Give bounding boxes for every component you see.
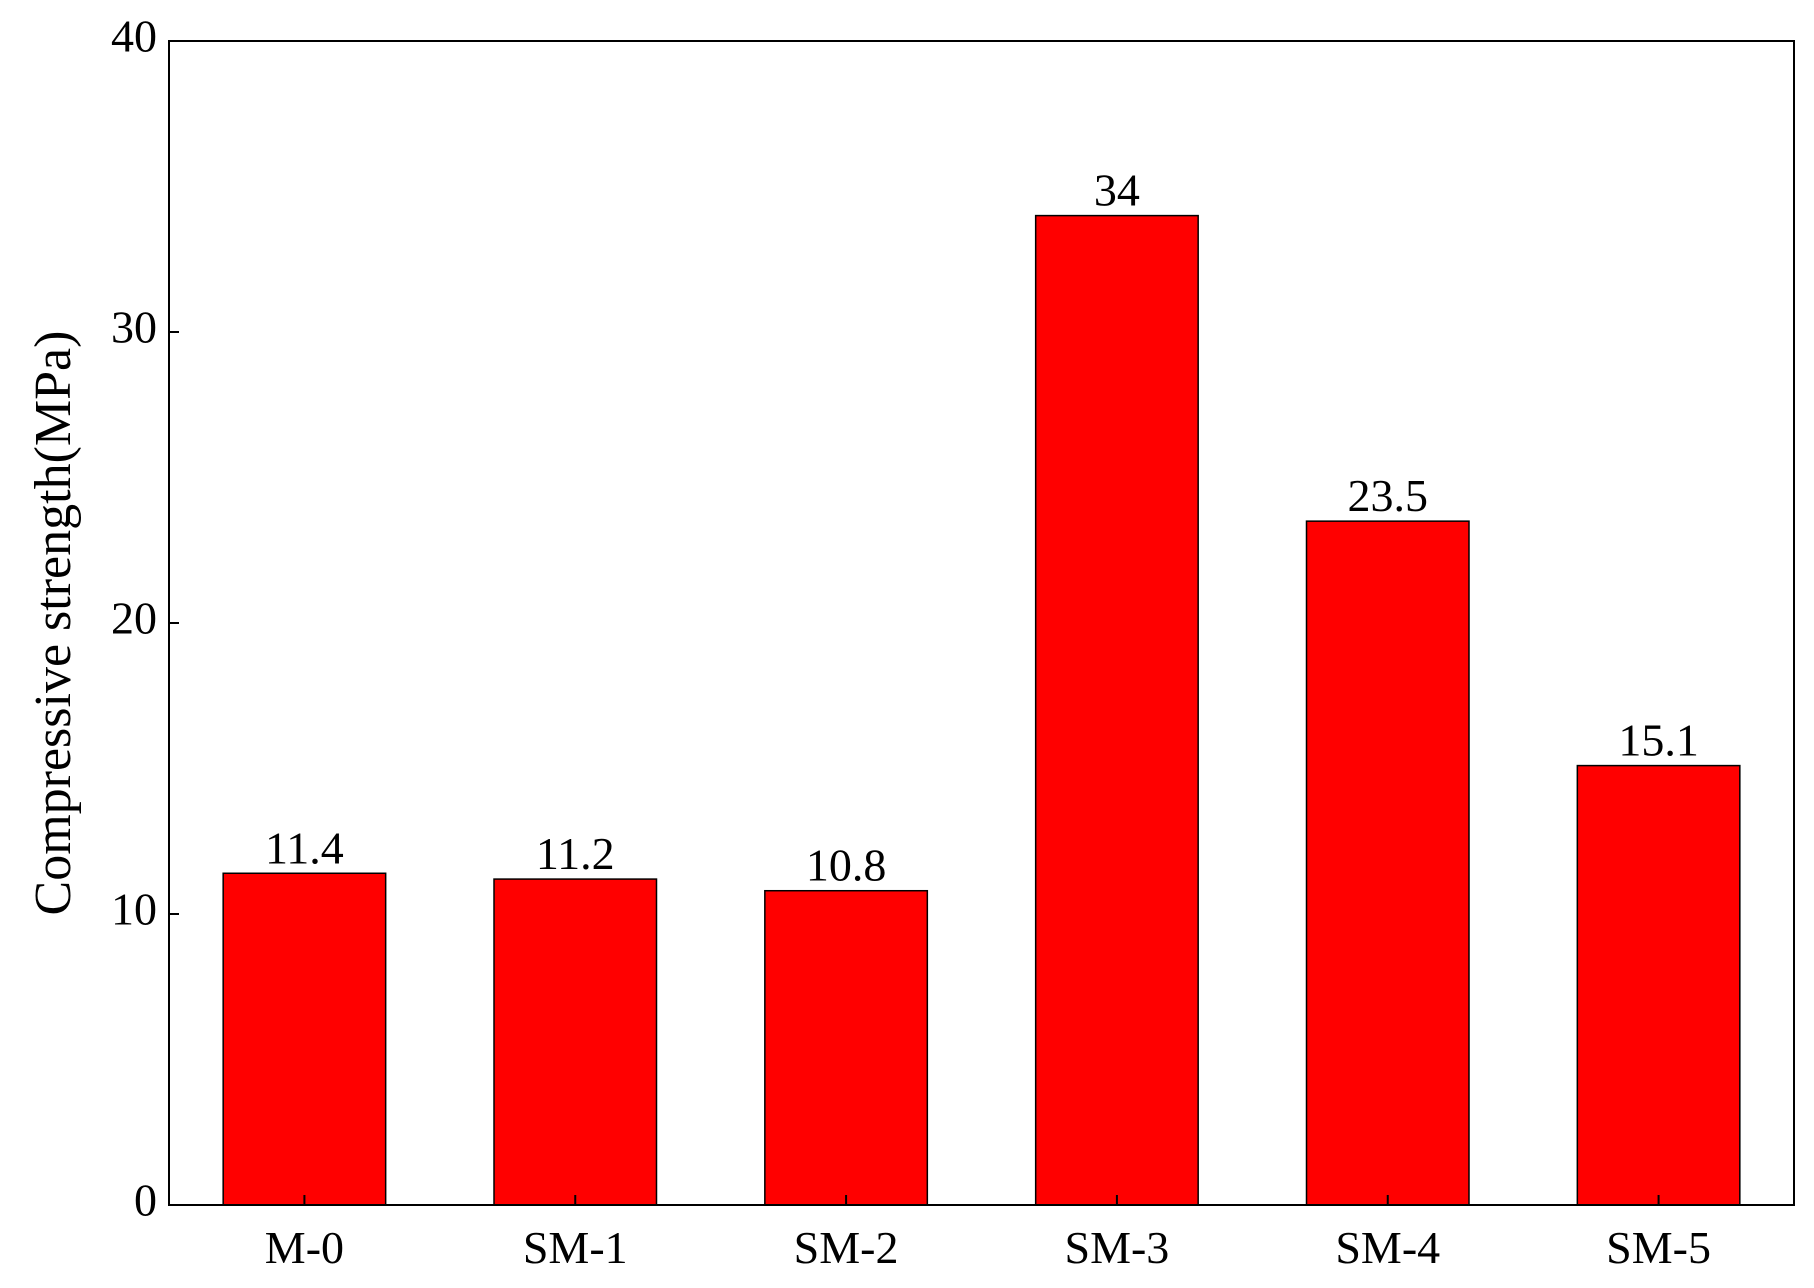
y-tick-label: 30 xyxy=(111,302,157,353)
bar xyxy=(1576,764,1741,1206)
bar xyxy=(222,872,387,1206)
x-tick-label: SM-3 xyxy=(1065,1222,1170,1273)
bar xyxy=(1034,214,1199,1206)
value-label: 34 xyxy=(1094,165,1140,216)
plot-frame xyxy=(168,40,1795,1206)
x-tick-label: SM-1 xyxy=(523,1222,628,1273)
y-axis-title: Compressive strength(MPa) xyxy=(25,331,82,916)
value-label: 23.5 xyxy=(1348,470,1429,521)
bar xyxy=(764,889,929,1206)
value-label: 11.4 xyxy=(265,822,344,873)
y-tick-label: 0 xyxy=(134,1175,157,1226)
bar xyxy=(493,878,658,1206)
value-label: 15.1 xyxy=(1618,715,1699,766)
value-label: 11.2 xyxy=(536,828,615,879)
x-tick-label: SM-5 xyxy=(1606,1222,1711,1273)
value-label: 10.8 xyxy=(806,840,887,891)
bar xyxy=(1305,520,1470,1206)
y-tick-label: 10 xyxy=(111,884,157,935)
y-tick-label: 20 xyxy=(111,593,157,644)
x-tick-label: SM-4 xyxy=(1335,1222,1440,1273)
x-tick-label: M-0 xyxy=(265,1222,344,1273)
x-tick-label: SM-2 xyxy=(794,1222,899,1273)
y-tick-label: 40 xyxy=(111,11,157,62)
